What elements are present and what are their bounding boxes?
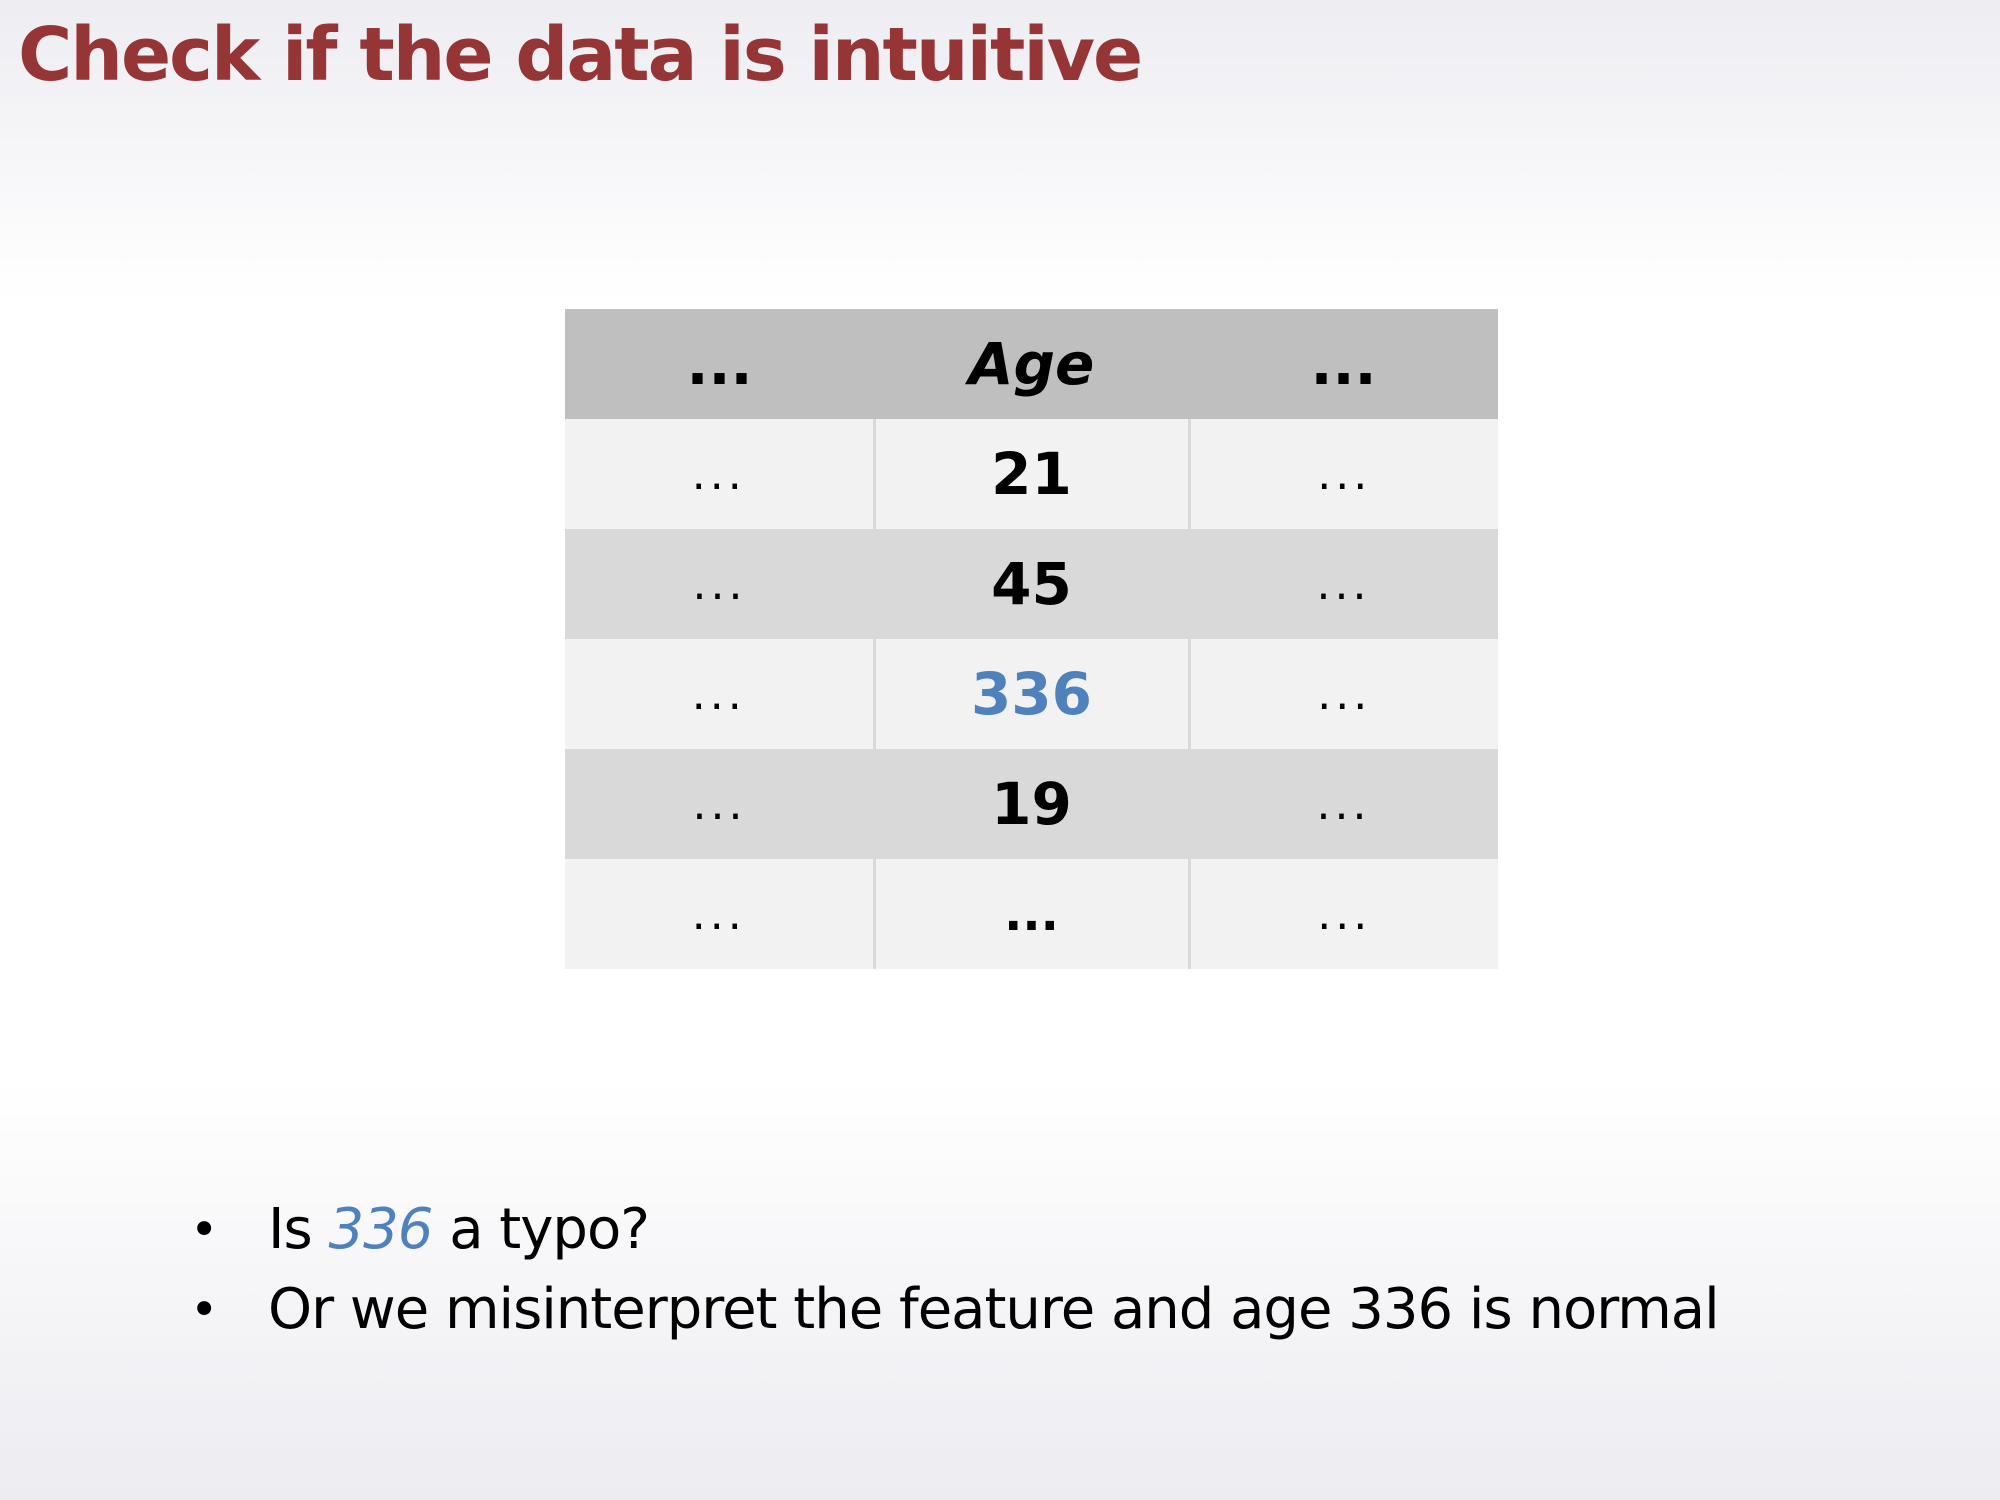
header-cell-right: ... bbox=[1189, 309, 1498, 419]
bullet-item-typo: • Is 336 a typo? bbox=[190, 1190, 1719, 1270]
row-cell-right: ... bbox=[1187, 419, 1498, 529]
age-cell: 45 bbox=[874, 529, 1189, 639]
bullet-text-suffix: a typo? bbox=[432, 1197, 650, 1262]
table-row: ... ... ... bbox=[565, 859, 1498, 969]
row-cell-left: ... bbox=[565, 749, 874, 859]
age-cell-outlier: 336 bbox=[872, 639, 1189, 749]
header-cell-age: Age bbox=[874, 309, 1189, 419]
bullet-list: • Is 336 a typo? • Or we misinterpret the … bbox=[190, 1190, 1720, 1350]
table-row: ... 336 ... bbox=[565, 639, 1498, 749]
age-data-table: ... Age ... ... 21 ... ... 45 ... ... 33… bbox=[565, 309, 1498, 969]
header-cell-left: ... bbox=[565, 309, 874, 419]
row-cell-left: ... bbox=[565, 529, 874, 639]
slide-title: Check if the data is intuitive bbox=[18, 12, 1143, 98]
row-cell-left: ... bbox=[565, 639, 874, 749]
row-cell-left: ... bbox=[565, 859, 874, 969]
row-cell-right: ... bbox=[1189, 529, 1498, 639]
bullet-text-prefix: Is bbox=[268, 1197, 329, 1262]
row-cell-right: ... bbox=[1189, 749, 1498, 859]
bullet-item-misinterpret: • Or we misinterpret the feature and age … bbox=[190, 1270, 1720, 1350]
age-cell: 21 bbox=[872, 419, 1189, 529]
table-row: ... 19 ... bbox=[565, 749, 1498, 859]
table-header-row: ... Age ... bbox=[565, 309, 1498, 419]
bullet-marker: • bbox=[190, 1282, 218, 1338]
bullet-text: Or we misinterpret the feature and age 3… bbox=[268, 1277, 1720, 1342]
row-cell-right: ... bbox=[1187, 639, 1498, 749]
row-cell-left: ... bbox=[565, 419, 874, 529]
bullet-highlight-value: 336 bbox=[328, 1197, 434, 1262]
row-cell-right: ... bbox=[1187, 859, 1498, 969]
table-row: ... 45 ... bbox=[565, 529, 1498, 639]
age-cell: ... bbox=[872, 859, 1189, 969]
bullet-marker: • bbox=[190, 1202, 218, 1258]
table-row: ... 21 ... bbox=[565, 419, 1498, 529]
age-cell: 19 bbox=[874, 749, 1189, 859]
